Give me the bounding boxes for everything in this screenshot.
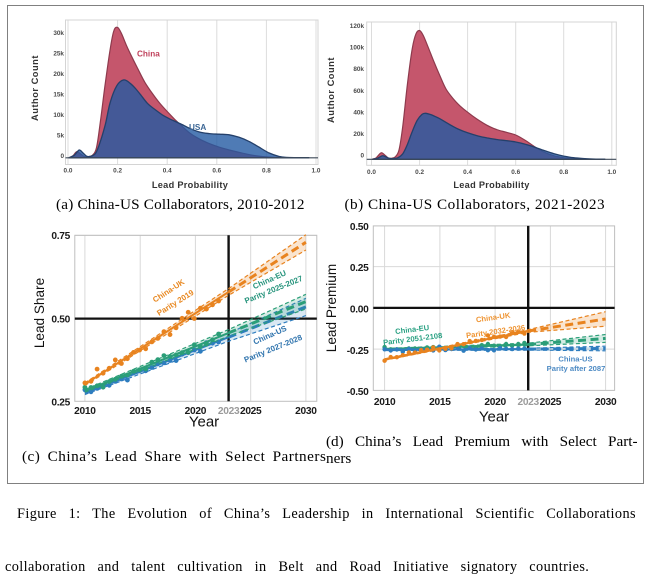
- svg-text:10k: 10k: [53, 112, 64, 119]
- svg-text:2020: 2020: [185, 406, 207, 417]
- svg-text:0.4: 0.4: [163, 168, 172, 175]
- svg-text:China-US: China-US: [558, 355, 592, 364]
- svg-text:2025: 2025: [240, 406, 262, 417]
- svg-text:Year: Year: [479, 408, 509, 425]
- svg-text:2030: 2030: [595, 397, 617, 408]
- svg-text:2025: 2025: [540, 397, 562, 408]
- svg-text:Lead Probability: Lead Probability: [453, 180, 530, 190]
- svg-text:60k: 60k: [353, 88, 364, 95]
- svg-text:0.75: 0.75: [51, 231, 70, 242]
- svg-text:2020: 2020: [484, 397, 506, 408]
- svg-text:2015: 2015: [429, 397, 451, 408]
- svg-text:2023: 2023: [517, 397, 539, 408]
- svg-text:20k: 20k: [353, 131, 364, 138]
- svg-text:0.6: 0.6: [212, 168, 221, 175]
- svg-text:0: 0: [60, 153, 64, 160]
- svg-text:2023: 2023: [218, 406, 240, 417]
- svg-text:2015: 2015: [129, 406, 151, 417]
- svg-text:0.25: 0.25: [350, 263, 369, 274]
- svg-text:20k: 20k: [53, 71, 64, 78]
- svg-text:0.0: 0.0: [367, 169, 376, 176]
- svg-text:0.2: 0.2: [113, 168, 122, 175]
- svg-text:Lead Premium: Lead Premium: [324, 264, 339, 352]
- svg-text:China: China: [137, 50, 160, 59]
- svg-text:2030: 2030: [295, 406, 317, 417]
- svg-text:2010: 2010: [374, 397, 396, 408]
- svg-text:Year: Year: [189, 414, 219, 431]
- svg-text:1.0: 1.0: [312, 168, 321, 175]
- svg-text:0.8: 0.8: [262, 168, 271, 175]
- svg-text:0.00: 0.00: [350, 305, 369, 316]
- svg-text:40k: 40k: [353, 109, 364, 116]
- svg-text:0.25: 0.25: [51, 398, 70, 409]
- svg-text:Author Count: Author Count: [326, 57, 336, 123]
- svg-text:Author Count: Author Count: [30, 55, 40, 121]
- svg-text:Lead Share: Lead Share: [32, 278, 47, 348]
- svg-text:0.4: 0.4: [463, 169, 472, 176]
- svg-text:0.2: 0.2: [415, 169, 424, 176]
- svg-text:120k: 120k: [350, 23, 365, 30]
- svg-text:0: 0: [360, 153, 364, 160]
- svg-text:0.8: 0.8: [559, 169, 568, 176]
- svg-text:0.6: 0.6: [511, 169, 520, 176]
- svg-text:Lead Probability: Lead Probability: [152, 180, 229, 190]
- svg-text:-0.25: -0.25: [347, 346, 369, 357]
- svg-text:0.50: 0.50: [350, 222, 369, 233]
- svg-text:Parity after 2087: Parity after 2087: [547, 364, 606, 373]
- svg-text:2010: 2010: [74, 406, 96, 417]
- svg-text:25k: 25k: [53, 51, 64, 58]
- svg-text:-0.50: -0.50: [347, 387, 369, 398]
- svg-text:USA: USA: [189, 123, 206, 132]
- svg-text:0.0: 0.0: [64, 168, 73, 175]
- svg-text:China-UK: China-UK: [475, 311, 511, 325]
- svg-text:5k: 5k: [57, 133, 65, 140]
- svg-text:30k: 30k: [53, 30, 64, 37]
- svg-text:China-EU: China-EU: [395, 323, 431, 336]
- svg-text:0.50: 0.50: [51, 314, 70, 325]
- svg-text:100k: 100k: [350, 45, 365, 52]
- svg-text:80k: 80k: [353, 66, 364, 73]
- svg-text:1.0: 1.0: [607, 169, 616, 176]
- svg-text:15k: 15k: [53, 92, 64, 99]
